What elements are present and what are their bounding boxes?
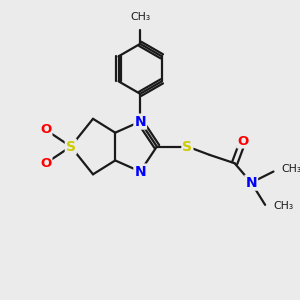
Text: S: S bbox=[182, 140, 192, 154]
Text: CH₃: CH₃ bbox=[273, 201, 293, 211]
Text: CH₃: CH₃ bbox=[130, 12, 150, 22]
Text: O: O bbox=[40, 123, 51, 136]
Text: N: N bbox=[134, 164, 146, 178]
Text: O: O bbox=[237, 134, 248, 148]
Text: CH₃: CH₃ bbox=[281, 164, 300, 174]
Text: S: S bbox=[66, 140, 76, 154]
Text: O: O bbox=[40, 157, 51, 170]
Text: N: N bbox=[134, 115, 146, 129]
Text: N: N bbox=[245, 176, 257, 190]
